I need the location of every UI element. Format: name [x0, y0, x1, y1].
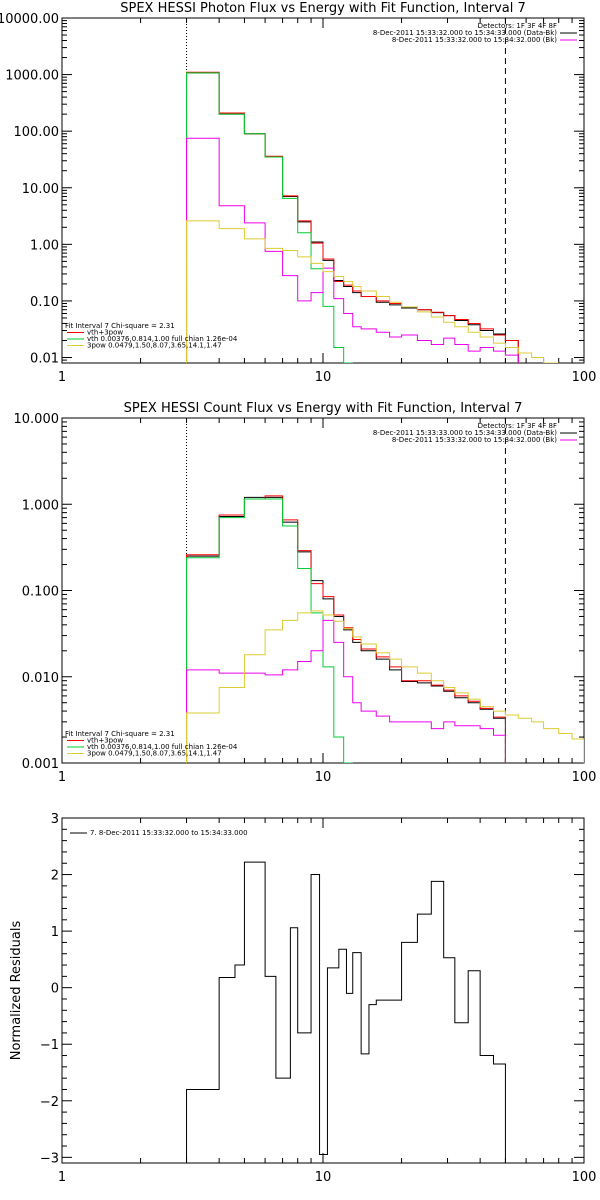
detector-legend-text: 8-Dec-2011 15:33:32.000 to 15:34:32.000 …: [392, 436, 557, 444]
fit-legend-text: vth+3pow: [87, 737, 123, 745]
y-tick-label: −3: [40, 1151, 59, 1166]
x-tick-label: 10: [315, 770, 332, 785]
y-tick-label: 2: [51, 869, 59, 884]
detector-legend-text: Detectors: 1F 3F 4F 8F: [478, 22, 557, 30]
series-5-line: [186, 220, 559, 363]
y-tick-label: 1.00: [30, 238, 59, 253]
series-group: [186, 495, 584, 763]
residual-legend-text: 7. 8-Dec-2011 15:33:32.000 to 15:34:33.0…: [90, 829, 248, 837]
y-tick-label: 3: [51, 812, 59, 827]
series-3-line: [186, 498, 353, 763]
detector-legend-text: 8-Dec-2011 15:33:32.000 to 15:34:32.000 …: [392, 36, 557, 44]
x-tick-label: 1: [58, 770, 66, 785]
y-tick-label: 10.000: [14, 412, 60, 427]
y-tick-label: 0: [51, 982, 59, 997]
fit-legend-text: vth 0.00376,0.814,1.00 full chian 1.26e-…: [87, 335, 238, 343]
panel-2: SPEX HESSI Count Flux vs Energy with Fit…: [14, 401, 597, 785]
y-tick-label: 100.00: [14, 125, 60, 140]
y-tick-label: 0.10: [30, 295, 59, 310]
fit-legend-text: 3pow 0.0479,1.50,8.07,3.65,14.1,1.47: [87, 750, 222, 758]
series-5-line: [186, 610, 584, 763]
x-tick-label: 1: [58, 1170, 66, 1185]
y-tick-label: 10000.00: [0, 12, 59, 27]
chart-title: SPEX HESSI Count Flux vs Energy with Fit…: [124, 401, 523, 416]
y-tick-label: 10.00: [22, 182, 59, 197]
y-tick-label: 1: [51, 925, 59, 940]
x-tick-label: 10: [315, 370, 332, 385]
series-1-line: [186, 496, 506, 763]
detector-legend-text: Detectors: 1F 3F 4F 8F: [478, 422, 557, 430]
series-4-line: [186, 137, 519, 363]
y-tick-label: 1.000: [22, 498, 59, 513]
y-axis-label: Normalized Residuals: [9, 921, 24, 1061]
y-tick-label: 1000.00: [5, 69, 59, 84]
x-tick-label: 1: [58, 370, 66, 385]
fit-legend-text: vth 0.00376,0.814,1.00 full chian 1.26e-…: [87, 743, 238, 751]
y-tick-label: −1: [40, 1038, 59, 1053]
detector-legend-text: 8-Dec-2011 15:33:32.000 to 15:34:33.000 …: [373, 29, 557, 37]
fit-legend-text: Fit Interval 7 Chi-square = 2.31: [65, 322, 175, 330]
fit-legend-text: vth+3pow: [87, 329, 123, 337]
panel-3: Normalized Residuals 1 10 100 −3 −2 −1 0 1 2 3 7. 8…: [9, 812, 596, 1185]
y-tick-label: −2: [40, 1095, 59, 1110]
fit-legend-text: 3pow 0.0479,1.50,8.07,3.65,14.1,1.47: [87, 342, 222, 350]
detector-legend-text: 8-Dec-2011 15:33:33.000 to 15:34:33.000 …: [373, 429, 557, 437]
series-4-line: [186, 619, 506, 763]
panel-1: SPEX HESSI Photon Flux vs Energy with Fi…: [0, 1, 596, 385]
y-tick-label: 0.010: [22, 671, 59, 686]
x-tick-label: 100: [572, 370, 597, 385]
x-tick-label: 10: [315, 1170, 332, 1185]
y-tick-label: 0.001: [22, 757, 59, 772]
y-tick-label: 0.01: [30, 352, 59, 367]
y-tick-label: 0.100: [22, 585, 59, 600]
x-tick-label: 100: [572, 1170, 597, 1185]
series-1-line: [186, 861, 506, 1163]
series-2-line: [186, 71, 519, 363]
series-group: [186, 861, 506, 1163]
fit-legend-text: Fit Interval 7 Chi-square = 2.31: [65, 730, 175, 738]
chart-title: SPEX HESSI Photon Flux vs Energy with Fi…: [120, 1, 526, 16]
series-3-line: [186, 72, 353, 363]
series-group: [186, 71, 559, 363]
x-tick-label: 100: [572, 770, 597, 785]
